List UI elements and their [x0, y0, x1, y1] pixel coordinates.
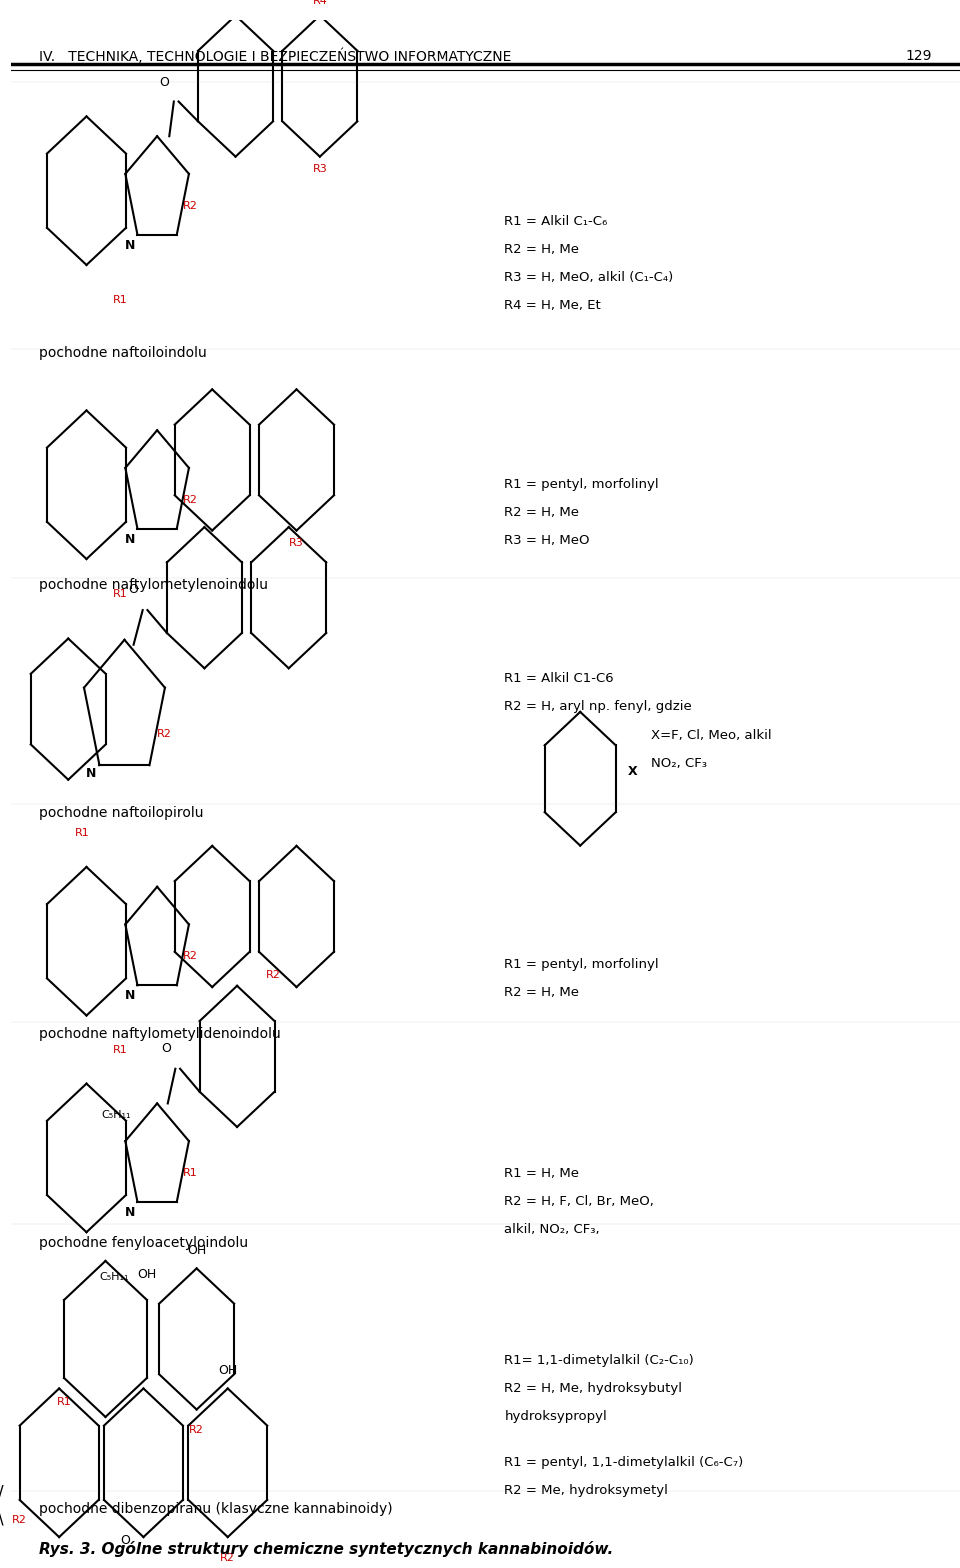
Text: R1= 1,1-dimetylalkil (C₂-C₁₀): R1= 1,1-dimetylalkil (C₂-C₁₀): [504, 1355, 694, 1367]
Text: Rys. 3. Ogólne struktury chemiczne syntetycznych kannabinoidów.: Rys. 3. Ogólne struktury chemiczne synte…: [39, 1541, 613, 1557]
Text: C₅H₁₁: C₅H₁₁: [100, 1272, 130, 1281]
Text: R2 = H, aryl np. fenyl, gdzie: R2 = H, aryl np. fenyl, gdzie: [504, 699, 692, 712]
Text: R1 = Alkil C₁-C₆: R1 = Alkil C₁-C₆: [504, 215, 608, 227]
Text: O: O: [120, 1534, 131, 1548]
Text: R1 = pentyl, morfolinyl: R1 = pentyl, morfolinyl: [504, 478, 659, 491]
Text: /: /: [0, 1483, 4, 1501]
Text: N: N: [125, 989, 135, 1002]
Text: OH: OH: [218, 1364, 237, 1377]
Text: R2: R2: [183, 201, 198, 210]
Text: R2: R2: [156, 729, 172, 739]
Text: R2 = H, Me: R2 = H, Me: [504, 986, 579, 999]
Text: R1: R1: [113, 1046, 128, 1055]
Text: R3 = H, MeO: R3 = H, MeO: [504, 535, 589, 547]
Text: 129: 129: [905, 49, 931, 63]
Text: X=F, Cl, Meo, alkil: X=F, Cl, Meo, alkil: [652, 729, 772, 742]
Text: R2 = H, Me: R2 = H, Me: [504, 506, 579, 519]
Text: alkil, NO₂, CF₃,: alkil, NO₂, CF₃,: [504, 1223, 600, 1236]
Text: R2: R2: [189, 1425, 204, 1435]
Text: OH: OH: [187, 1245, 206, 1258]
Text: R3: R3: [313, 165, 327, 174]
Text: hydroksypropyl: hydroksypropyl: [504, 1410, 607, 1422]
Text: R1 = H, Me: R1 = H, Me: [504, 1167, 579, 1179]
Text: pochodne fenyloacetyloindolu: pochodne fenyloacetyloindolu: [39, 1236, 248, 1250]
Text: \: \: [0, 1510, 4, 1527]
Text: R1 = Alkil C1-C6: R1 = Alkil C1-C6: [504, 671, 613, 685]
Text: R2 = H, Me: R2 = H, Me: [504, 243, 579, 256]
Text: N: N: [125, 533, 135, 546]
Text: pochodne dibenzopiranu (klasyczne kannabinoidy): pochodne dibenzopiranu (klasyczne kannab…: [39, 1502, 393, 1516]
Text: R1: R1: [57, 1397, 71, 1406]
Text: NO₂, CF₃: NO₂, CF₃: [652, 757, 708, 770]
Text: R3 = H, MeO, alkil (C₁-C₄): R3 = H, MeO, alkil (C₁-C₄): [504, 271, 674, 284]
Text: C₅H₁₁: C₅H₁₁: [102, 1110, 131, 1120]
Text: pochodne naftylometylidenoindolu: pochodne naftylometylidenoindolu: [39, 1027, 280, 1041]
Text: R1: R1: [183, 1168, 198, 1178]
Text: R4 = H, Me, Et: R4 = H, Me, Et: [504, 298, 601, 312]
Text: R2: R2: [266, 969, 281, 980]
Text: R3: R3: [289, 538, 304, 547]
Text: pochodne naftylometylenoindolu: pochodne naftylometylenoindolu: [39, 579, 268, 593]
Text: OH: OH: [137, 1269, 156, 1281]
Text: N: N: [125, 238, 135, 251]
Text: R2 = H, Me, hydroksybutyl: R2 = H, Me, hydroksybutyl: [504, 1381, 683, 1396]
Text: R2 = Me, hydroksymetyl: R2 = Me, hydroksymetyl: [504, 1485, 668, 1497]
Text: O: O: [161, 1043, 171, 1055]
Text: pochodne naftoilopirolu: pochodne naftoilopirolu: [39, 806, 204, 820]
Text: X: X: [628, 765, 637, 778]
Text: N: N: [125, 1206, 135, 1218]
Text: pochodne naftoiloindolu: pochodne naftoiloindolu: [39, 347, 206, 361]
Text: R2: R2: [183, 952, 198, 961]
Text: R1: R1: [113, 588, 128, 599]
Text: R2 = H, F, Cl, Br, MeO,: R2 = H, F, Cl, Br, MeO,: [504, 1195, 654, 1207]
Text: R2: R2: [12, 1515, 27, 1526]
Text: N: N: [85, 767, 96, 779]
Text: R4: R4: [312, 0, 327, 6]
Text: R1 = pentyl, 1,1-dimetylalkil (C₆-C₇): R1 = pentyl, 1,1-dimetylalkil (C₆-C₇): [504, 1457, 743, 1469]
Text: O: O: [129, 583, 138, 596]
Text: R1 = pentyl, morfolinyl: R1 = pentyl, morfolinyl: [504, 958, 659, 971]
Text: IV.   TECHNIKA, TECHNOLOGIE I BEZPIECZEŃSTWO INFORMATYCZNE: IV. TECHNIKA, TECHNOLOGIE I BEZPIECZEŃST…: [39, 49, 512, 64]
Text: R2: R2: [221, 1552, 235, 1563]
Text: R1: R1: [113, 295, 128, 304]
Text: R1: R1: [75, 828, 89, 837]
Text: R2: R2: [183, 494, 198, 505]
Text: O: O: [159, 77, 169, 89]
